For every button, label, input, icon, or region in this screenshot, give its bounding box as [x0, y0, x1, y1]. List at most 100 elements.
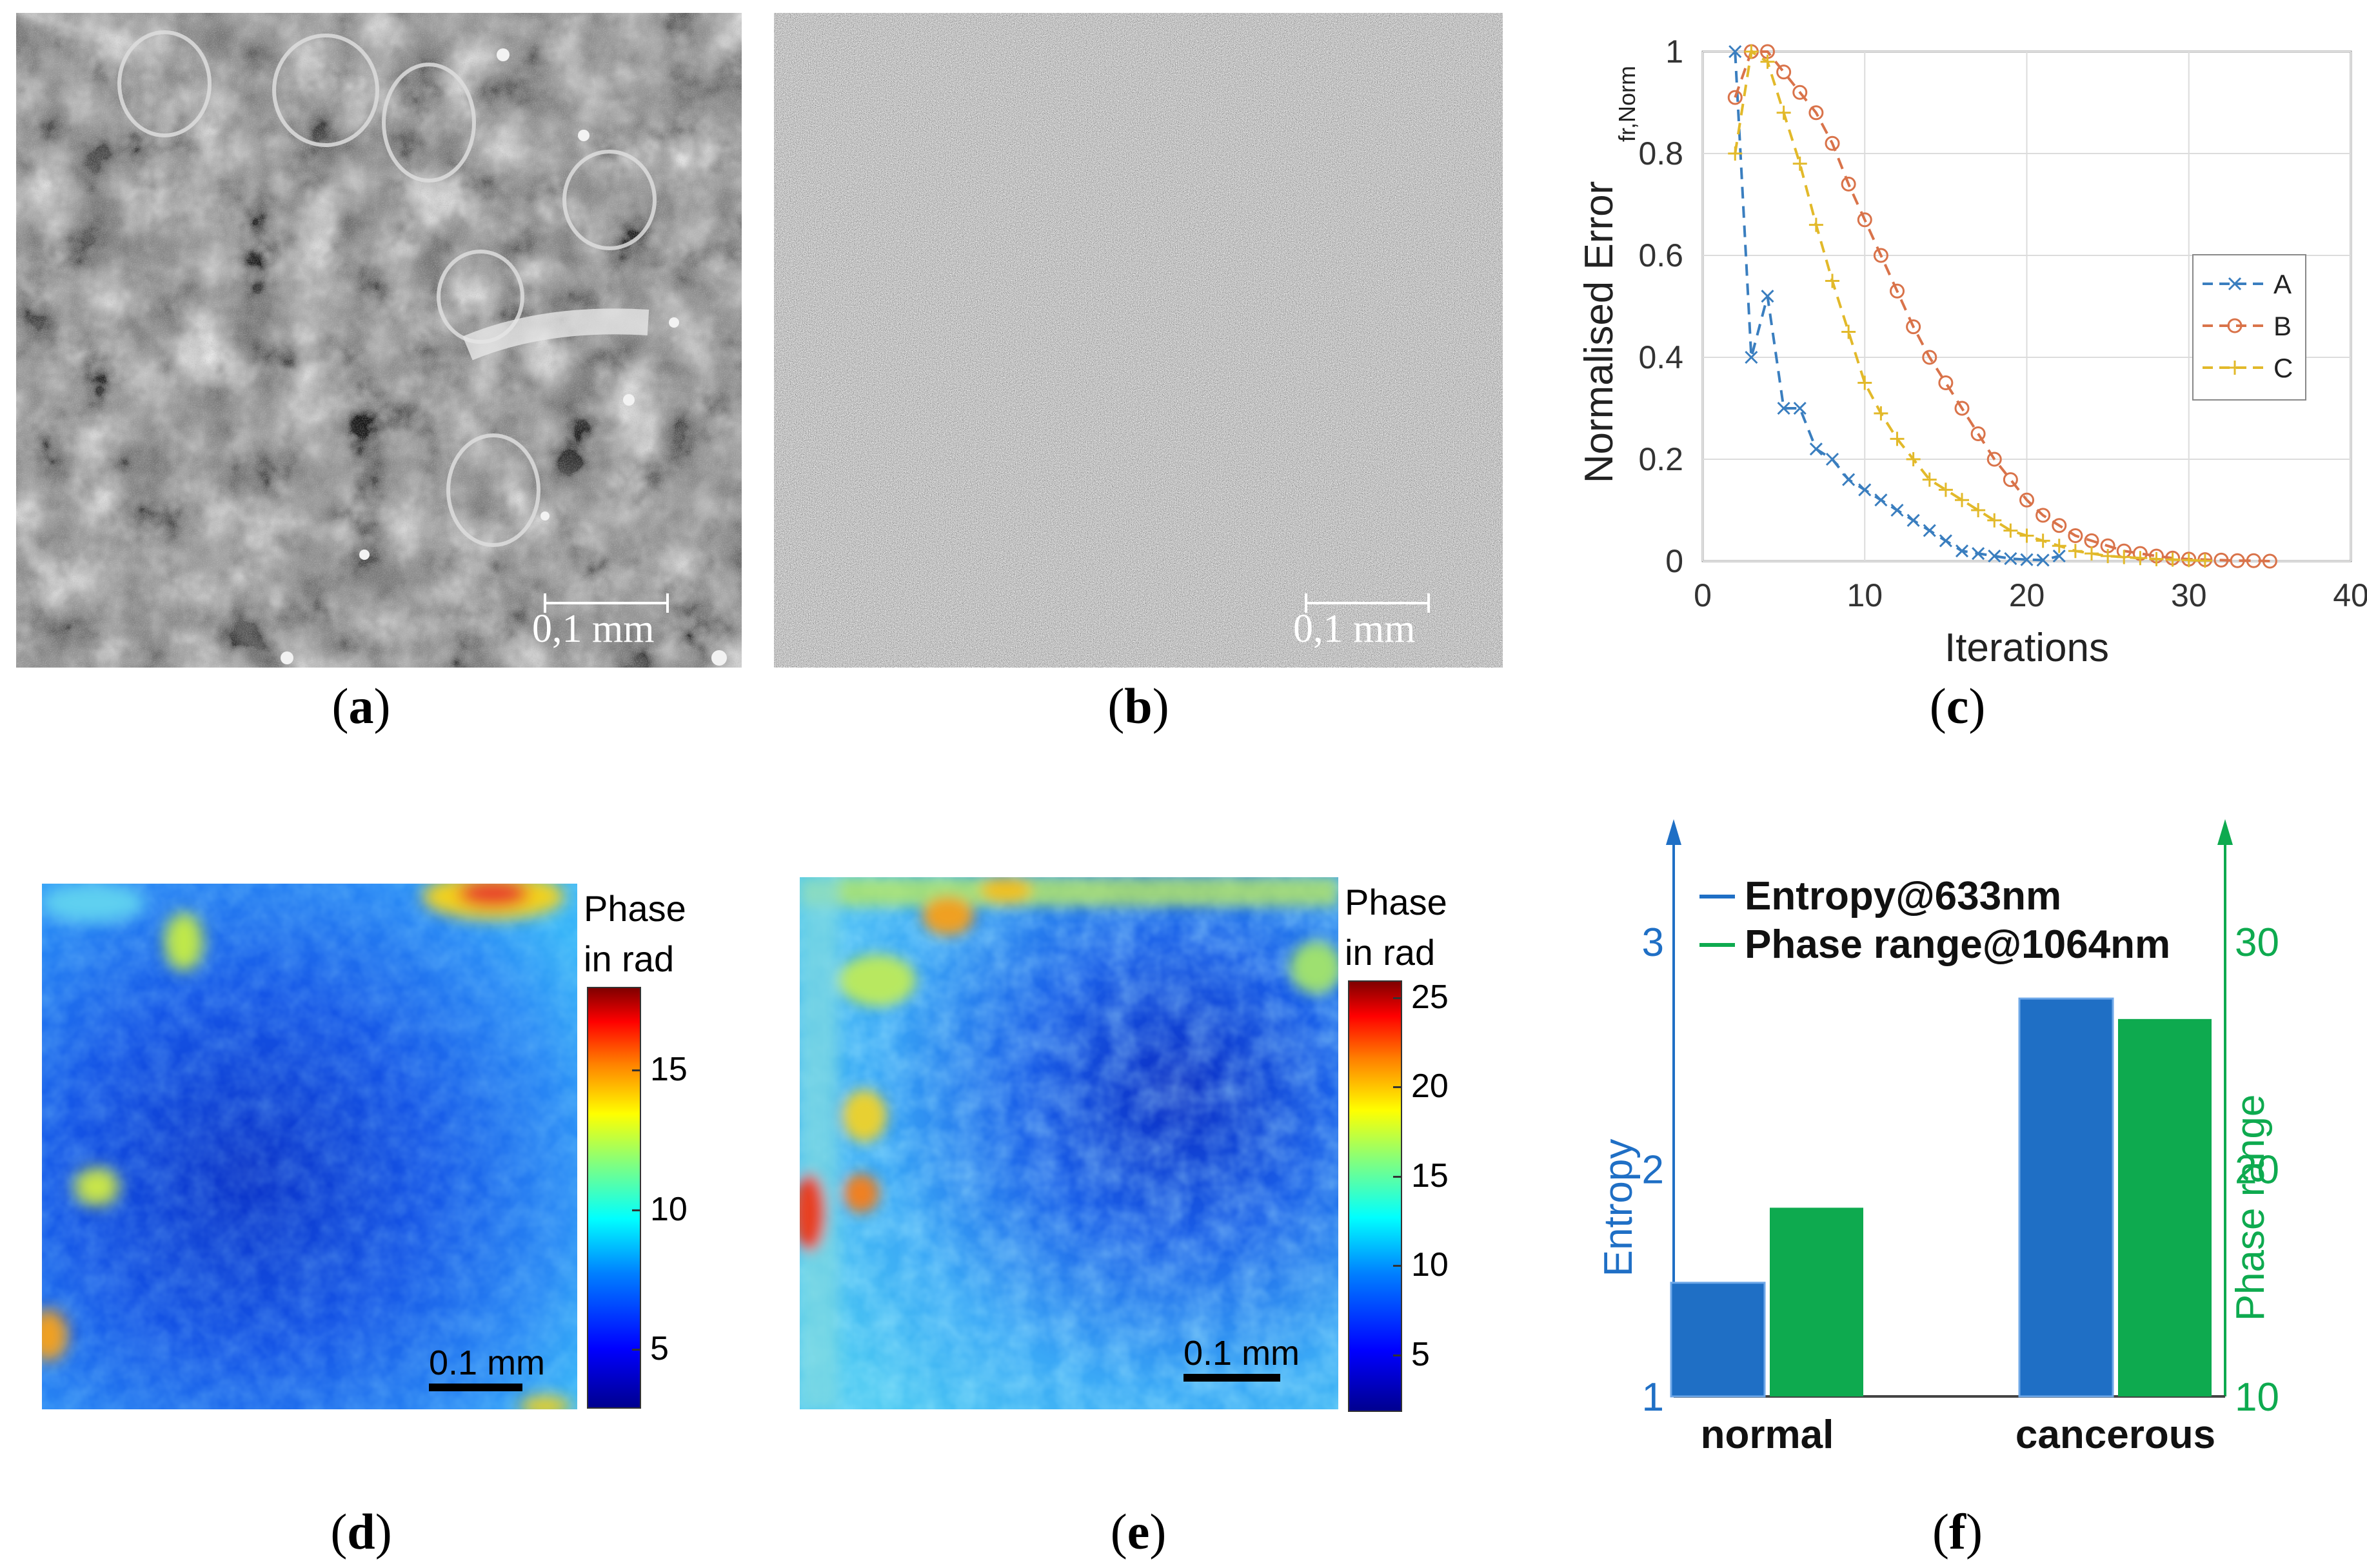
marker-plus	[1857, 375, 1872, 390]
data-point-B	[2246, 553, 2261, 568]
marker-plus	[1792, 156, 1807, 171]
data-point-B	[2230, 553, 2245, 568]
scalebar-label-d: 0.1 mm	[429, 1344, 546, 1382]
e-colorbar-tick	[1393, 1354, 1401, 1356]
x-tick-label: 20	[2009, 577, 2045, 613]
marker-plus	[2003, 523, 2018, 538]
y-tick-label: 0.2	[1638, 441, 1683, 477]
data-point-B	[1970, 426, 1986, 441]
data-point-B	[2003, 472, 2018, 488]
data-point-B	[1906, 319, 1921, 335]
e-colorbar-tick-label: 20	[1411, 1067, 1449, 1106]
scalebar-label-a: 0,1 mm	[532, 607, 655, 651]
data-point-B	[2213, 552, 2229, 568]
e-colorbar-tick-label: 10	[1411, 1246, 1449, 1284]
x-tick-label: 10	[1847, 577, 1883, 613]
data-point-A	[1842, 473, 1856, 486]
left-axis-arrow	[1666, 819, 1681, 845]
left-tick-label: 2	[1642, 1148, 1664, 1193]
e-colorbar-tick-label: 15	[1411, 1156, 1449, 1195]
marker-circle	[2246, 553, 2261, 568]
marker-circle	[2019, 492, 2034, 508]
series-line-C	[1734, 49, 2205, 562]
data-point-A	[1874, 493, 1888, 507]
y-tick-label: 0.6	[1638, 237, 1683, 273]
data-point-B	[1792, 84, 1808, 100]
marker-circle	[1727, 90, 1743, 105]
bar-entropy-cancerous	[2018, 997, 2114, 1398]
marker-circle	[1873, 248, 1888, 263]
marker-plus	[1890, 432, 1905, 446]
category-label-normal: normal	[1701, 1413, 1834, 1457]
panel-e: 0.1 mm Phase in rad 25 20 15 10 5	[800, 877, 1509, 1413]
bar-chart-f: 1 2 3 10 20 30 Entropy Phase range normal cancero…	[1596, 819, 2279, 1457]
panel-d: 0.1 mm Phase in rad 15 10 5	[42, 884, 751, 1413]
marker-plus	[1728, 146, 1743, 161]
data-point-A	[1988, 550, 2001, 563]
data-point-C	[2003, 523, 2018, 538]
data-point-B	[1808, 105, 1824, 121]
marker-circle	[2230, 553, 2245, 568]
marker-circle	[1954, 401, 1970, 416]
y-tick-label: 1	[1665, 34, 1683, 70]
marker-x	[1972, 547, 1985, 561]
data-point-C	[1760, 54, 1775, 69]
colorbar-title-d-1: Phase	[584, 888, 686, 929]
data-point-C	[1776, 105, 1791, 120]
scalebar-line-d	[429, 1384, 522, 1391]
legend-marker	[2228, 361, 2242, 375]
panel-c-line-chart: 0 10 20 30 40 0 0.2 0.4 0.6 0.8 1 Iterations Normali…	[1548, 13, 2367, 670]
data-point-C	[1792, 156, 1807, 171]
legend-label: Entropy@633nm	[1745, 874, 2061, 918]
y-axis-label: Normalised Error	[1577, 181, 1621, 484]
marker-circle	[1825, 135, 1840, 151]
marker-plus	[1987, 513, 2002, 528]
caption-f: (f)	[1932, 1503, 1983, 1560]
data-point-B	[1776, 65, 1792, 80]
marker-x	[2020, 553, 2034, 566]
d-colorbar-tick	[632, 1349, 640, 1351]
data-point-C	[2019, 528, 2034, 543]
data-point-A	[1761, 290, 1774, 303]
marker-circle	[2068, 528, 2083, 543]
marker-x	[1988, 550, 2001, 563]
d-colorbar-tick-label: 15	[650, 1051, 688, 1088]
data-point-A	[2036, 553, 2050, 567]
e-colorbar-tick	[1393, 997, 1401, 999]
data-point-C	[2035, 533, 2050, 548]
marker-plus	[1776, 105, 1791, 120]
e-colorbar-tick-label: 5	[1411, 1335, 1430, 1373]
data-point-C	[2101, 549, 2115, 564]
data-point-B	[2068, 528, 2083, 543]
data-point-C	[1728, 146, 1743, 161]
marker-plus	[2197, 553, 2212, 568]
data-point-C	[2181, 553, 2196, 568]
series-line-B	[1734, 50, 2270, 562]
legend-box	[2192, 254, 2306, 401]
marker-plus	[2068, 544, 2083, 559]
data-point-B	[1727, 90, 1743, 105]
colorbar-d	[587, 987, 641, 1409]
data-point-B	[1986, 452, 2002, 467]
y-tick-label: 0	[1665, 543, 1683, 579]
caption-c: (c)	[1929, 678, 1986, 734]
colorbar-title-e-1: Phase	[1345, 882, 1447, 922]
e-colorbar-tick	[1393, 1086, 1401, 1089]
marker-plus	[1808, 217, 1823, 232]
caption-b: (b)	[1107, 678, 1169, 734]
colorbar-title-d-2: in rad	[584, 938, 675, 979]
data-point-A	[1890, 503, 1904, 517]
marker-x	[1906, 513, 1920, 527]
left-tick-label: 1	[1642, 1375, 1664, 1420]
data-point-B	[1938, 375, 1954, 390]
marker-x	[1793, 401, 1807, 415]
right-tick-label: 20	[2235, 1148, 2279, 1193]
marker-x	[2036, 553, 2050, 567]
data-point-C	[1825, 273, 1839, 288]
microscopy-image-a	[16, 13, 742, 668]
data-point-C	[1744, 45, 1759, 59]
data-point-A	[1972, 547, 1985, 561]
data-point-C	[1874, 406, 1888, 421]
marker-circle	[2003, 472, 2018, 488]
